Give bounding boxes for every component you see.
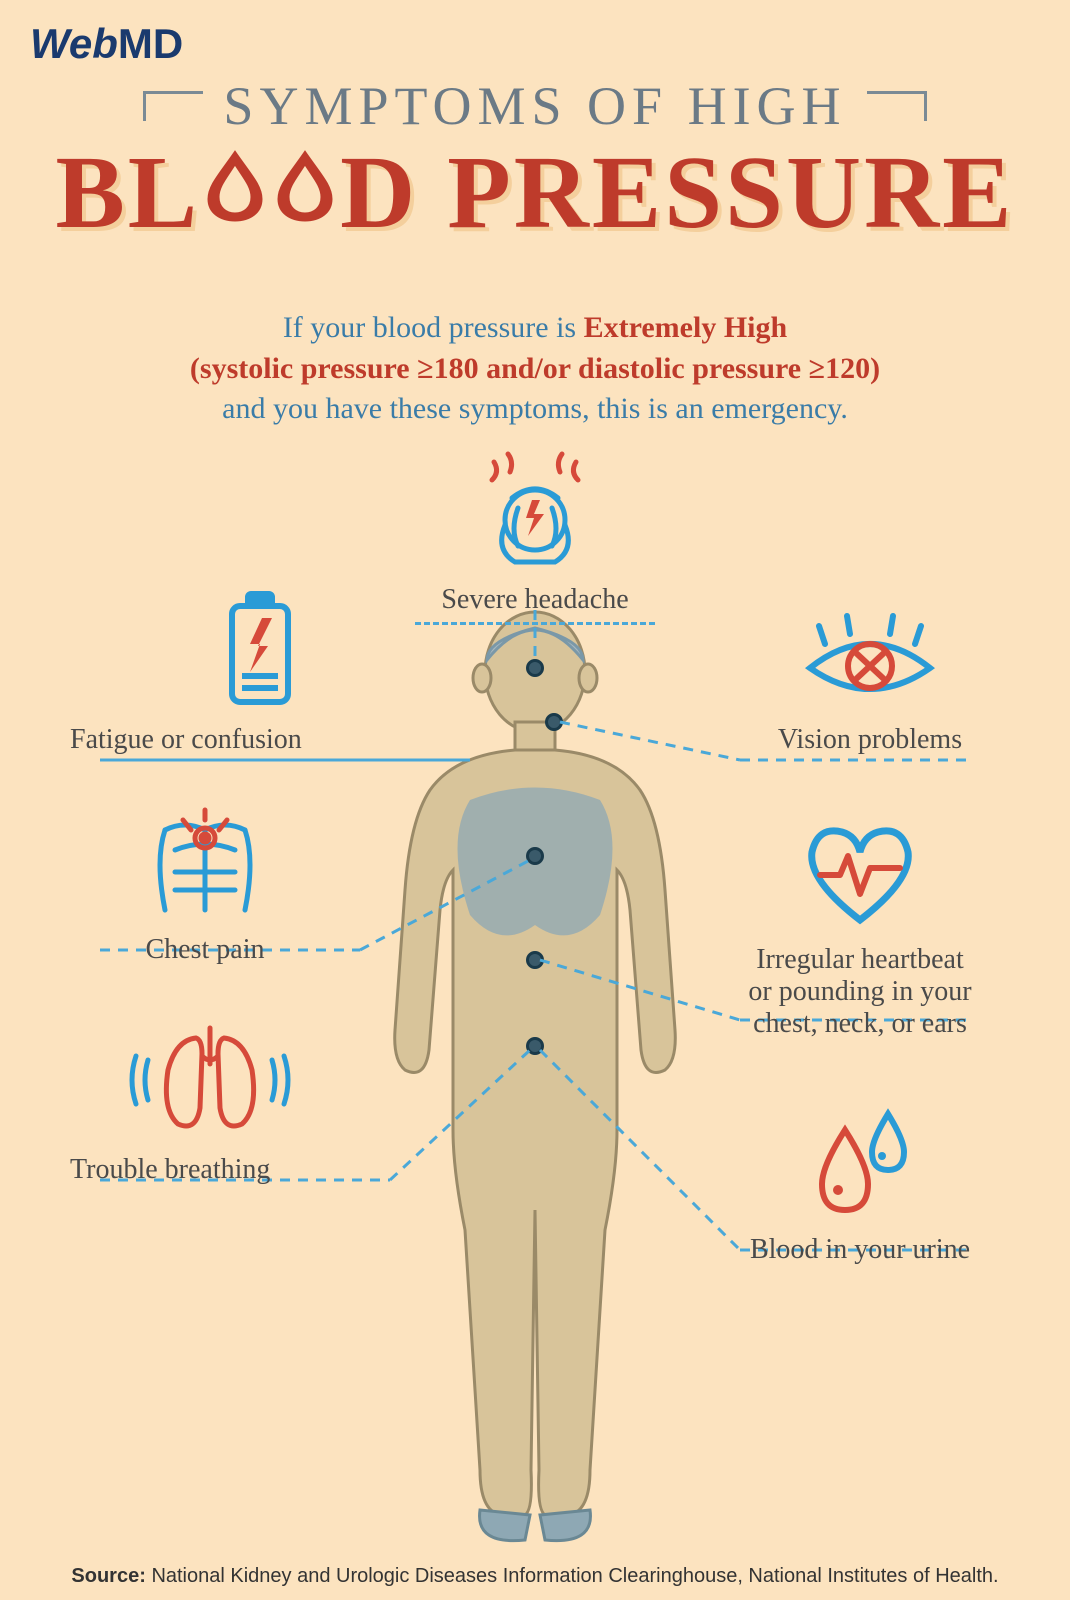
intro-line1a: If your blood pressure is xyxy=(283,311,584,344)
symptom-heartbeat-label: Irregular heartbeat or pounding in your … xyxy=(700,944,1020,1040)
source-label: Source: xyxy=(71,1565,151,1587)
drops-icon xyxy=(710,1100,1010,1228)
intro-line2: (systolic pressure ≥180 and/or diastolic… xyxy=(190,352,880,385)
title-main-left: BL xyxy=(55,135,200,250)
diagram: Severe headache Fatigue or confusion xyxy=(0,460,1070,1560)
symptom-chest-label: Chest pain xyxy=(80,934,330,966)
intro-line1b: Extremely High xyxy=(584,311,788,344)
headache-icon xyxy=(395,450,675,578)
intro-text: If your blood pressure is Extremely High… xyxy=(80,308,990,430)
symptom-headache: Severe headache xyxy=(395,450,675,625)
brand-left: Web xyxy=(30,20,118,67)
symptom-breathing: Trouble breathing xyxy=(70,1020,350,1186)
title-block: SYMPTOMS OF HIGH BL D PRESSURE xyxy=(0,75,1070,245)
brand-right: MD xyxy=(118,20,183,67)
title-rule-left xyxy=(143,91,203,121)
source-text: National Kidney and Urologic Diseases In… xyxy=(151,1565,998,1587)
symptom-urine-label: Blood in your urine xyxy=(710,1234,1010,1266)
battery-icon xyxy=(160,590,360,718)
title-rule-right xyxy=(867,91,927,121)
symptom-headache-label: Severe headache xyxy=(395,584,675,616)
title-drop-icons xyxy=(200,137,340,241)
symptom-fatigue: Fatigue or confusion xyxy=(70,590,360,756)
symptom-urine: Blood in your urine xyxy=(710,1100,1010,1266)
symptom-chest: Chest pain xyxy=(80,800,330,966)
symptom-vision: Vision problems xyxy=(730,610,1010,756)
brand-logo: WebMD xyxy=(30,20,183,68)
title-main: BL D PRESSURE xyxy=(0,141,1070,245)
title-top: SYMPTOMS OF HIGH xyxy=(223,75,846,137)
heart-icon xyxy=(700,820,1020,938)
title-main-right: D PRESSURE xyxy=(340,135,1014,250)
symptom-fatigue-label: Fatigue or confusion xyxy=(70,724,360,756)
eye-icon xyxy=(730,610,1010,718)
symptom-vision-label: Vision problems xyxy=(730,724,1010,756)
source-line: Source: National Kidney and Urologic Dis… xyxy=(0,1565,1070,1588)
symptom-heartbeat: Irregular heartbeat or pounding in your … xyxy=(700,820,1020,1040)
lungs-icon xyxy=(70,1020,350,1148)
symptom-breathing-label: Trouble breathing xyxy=(70,1154,350,1186)
intro-line3: and you have these symptoms, this is an … xyxy=(222,392,848,425)
chest-icon xyxy=(80,800,330,928)
